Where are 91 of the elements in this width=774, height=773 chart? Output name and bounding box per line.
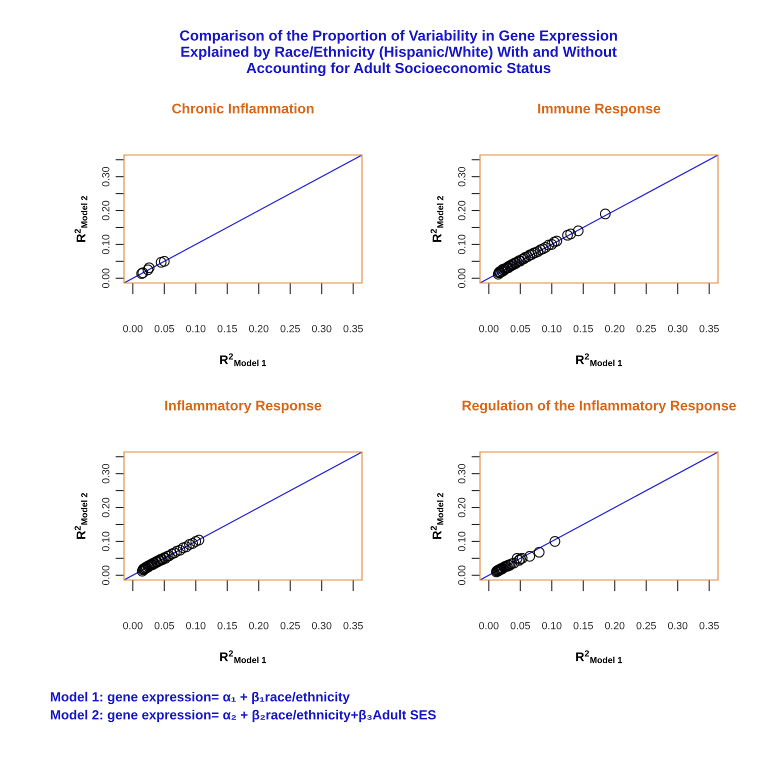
point bbox=[538, 243, 548, 254]
point bbox=[184, 539, 195, 550]
x-tick-label: 0.10 bbox=[186, 324, 206, 332]
text: Model 1: gene expression= α₁ + β₁race/ethnicity bbox=[50, 692, 350, 704]
y-tick-label: 0.20 bbox=[102, 200, 110, 220]
point bbox=[508, 558, 520, 568]
y-tick-label: 0.20 bbox=[458, 200, 466, 220]
point bbox=[572, 225, 584, 236]
y-tick-label: 0.00 bbox=[102, 268, 110, 288]
x-tick-label: 0.30 bbox=[668, 324, 688, 332]
y-axis-title: R$^{2}$$_{Model 2}$ bbox=[74, 493, 88, 539]
x-tick-label: 0.15 bbox=[218, 324, 237, 332]
y-tick-label: 0.00 bbox=[458, 566, 466, 585]
x-tick-label: 0.00 bbox=[479, 324, 499, 332]
point bbox=[168, 547, 180, 558]
x-tick-label: 0.25 bbox=[636, 324, 656, 332]
x-tick-label: 0.10 bbox=[186, 622, 206, 630]
x-tick-label: 0.20 bbox=[605, 622, 624, 630]
y-tick-label: 0.30 bbox=[458, 464, 466, 484]
point bbox=[194, 534, 204, 546]
point bbox=[178, 542, 189, 554]
y-tick-label: 0.10 bbox=[102, 234, 110, 254]
x-tick-label: 0.05 bbox=[154, 324, 174, 332]
point bbox=[166, 548, 178, 560]
point bbox=[190, 536, 202, 547]
y-tick-label: 0.30 bbox=[102, 166, 110, 186]
point bbox=[543, 240, 554, 250]
x-tick-label: 0.25 bbox=[280, 622, 300, 630]
x-tick-label: 0.35 bbox=[699, 324, 719, 332]
x-tick-label: 0.25 bbox=[280, 324, 300, 332]
y-axis-title: R$^{2}$$_{Model 2}$ bbox=[74, 196, 88, 242]
chart-title: Immune Response bbox=[538, 104, 660, 116]
point bbox=[174, 544, 186, 556]
point bbox=[156, 256, 167, 268]
x-tick-label: 0.30 bbox=[312, 622, 332, 630]
text: Model 2: gene expression= α₂ + β₂race/ethnicity+β₃Adult SES bbox=[50, 710, 436, 722]
x-tick-label: 0.15 bbox=[574, 324, 593, 332]
point bbox=[534, 546, 545, 558]
x-tick-label: 0.05 bbox=[510, 622, 530, 630]
x-tick-label: 0.25 bbox=[636, 622, 656, 630]
x-tick-label: 0.20 bbox=[249, 324, 268, 332]
x-tick-label: 0.00 bbox=[123, 324, 143, 332]
point bbox=[532, 246, 544, 257]
point bbox=[550, 536, 560, 547]
x-tick-label: 0.30 bbox=[668, 622, 688, 630]
x-tick-label: 0.30 bbox=[312, 324, 332, 332]
x-tick-label: 0.35 bbox=[343, 622, 363, 630]
y-tick-label: 0.10 bbox=[458, 532, 466, 552]
x-axis-title: R$^{2}$$_{Model 1}$ bbox=[576, 650, 622, 664]
point bbox=[551, 236, 562, 246]
x-tick-label: 0.35 bbox=[343, 324, 363, 332]
x-tick-label: 0.00 bbox=[479, 622, 499, 630]
y-axis-title: R$^{2}$$_{Model 2}$ bbox=[430, 196, 444, 242]
x-tick-label: 0.15 bbox=[574, 622, 593, 630]
y-tick-label: 0.20 bbox=[458, 498, 466, 518]
point bbox=[600, 208, 611, 220]
y-axis-title: R$^{2}$$_{Model 2}$ bbox=[430, 493, 444, 539]
point bbox=[548, 236, 560, 248]
point bbox=[524, 550, 536, 562]
point bbox=[180, 541, 192, 552]
point bbox=[187, 538, 198, 549]
y-tick-label: 0.10 bbox=[458, 234, 466, 254]
y-tick-label: 0.00 bbox=[458, 268, 466, 288]
chart-title: Regulation of the Inflammatory Response bbox=[462, 400, 736, 414]
point bbox=[562, 230, 573, 241]
x-axis-title: R$^{2}$$_{Model 1}$ bbox=[220, 353, 266, 366]
point bbox=[565, 228, 576, 240]
y-tick-label: 0.30 bbox=[102, 464, 110, 484]
x-tick-label: 0.20 bbox=[249, 622, 268, 630]
x-tick-label: 0.15 bbox=[218, 622, 237, 630]
x-tick-label: 0.10 bbox=[542, 622, 562, 630]
x-axis-title: R$^{2}$$_{Model 1}$ bbox=[220, 650, 266, 664]
y-tick-label: 0.30 bbox=[458, 166, 466, 186]
y-tick-label: 0.20 bbox=[102, 498, 110, 518]
x-axis-title: R$^{2}$$_{Model 1}$ bbox=[576, 353, 622, 366]
x-tick-label: 0.05 bbox=[154, 622, 174, 630]
y-tick-label: 0.10 bbox=[102, 532, 110, 552]
point bbox=[540, 242, 551, 253]
point bbox=[158, 256, 170, 267]
text: Comparison of the Proportion of Variability in Gene Expression Explained by Race/Ethnicity (Hispanic/White) With and Without Accounting for Adult Socioeconomic Status bbox=[180, 30, 617, 76]
point bbox=[546, 238, 558, 250]
point bbox=[171, 546, 182, 557]
x-tick-label: 0.05 bbox=[510, 324, 530, 332]
x-tick-label: 0.00 bbox=[123, 622, 143, 630]
chart-title: Chronic Inflammation bbox=[172, 103, 314, 114]
x-tick-label: 0.35 bbox=[699, 622, 719, 630]
y-tick-label: 0.00 bbox=[102, 566, 110, 585]
chart-title: Inflammatory Response bbox=[165, 400, 322, 414]
x-tick-label: 0.20 bbox=[605, 324, 624, 332]
point bbox=[535, 244, 546, 256]
x-tick-label: 0.10 bbox=[542, 324, 562, 332]
